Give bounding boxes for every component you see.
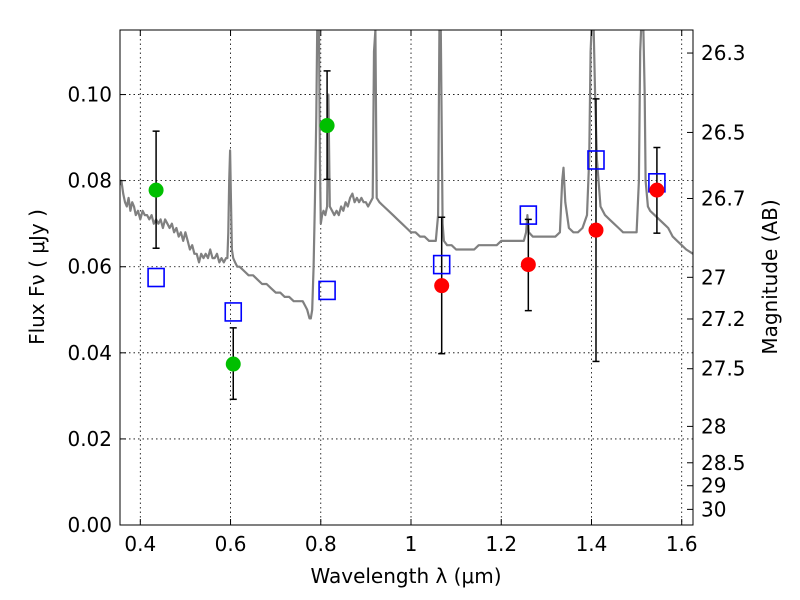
y-tick-label: 0.06 — [67, 255, 112, 279]
data-area — [120, 30, 693, 401]
x-tick-label: 1.4 — [576, 532, 608, 556]
y-right-tick-label: 29 — [701, 474, 726, 498]
photometry-point — [649, 182, 665, 198]
y-right-tick-label: 27 — [701, 265, 726, 289]
y-axis-title: Flux Fν ( μJy ) — [25, 209, 49, 345]
y-tick-label: 0.04 — [67, 341, 112, 365]
grid — [120, 30, 693, 526]
x-axis-title: Wavelength λ (μm) — [310, 564, 501, 588]
photometry-point — [319, 118, 335, 134]
y-tick-label: 0.10 — [67, 83, 112, 107]
x-tick-label: 1 — [405, 532, 418, 556]
model-square-marker — [147, 267, 165, 288]
y-tick-label: 0.08 — [67, 169, 112, 193]
y-right-tick-label: 28 — [701, 414, 726, 438]
y-tick-label: 0.02 — [67, 427, 112, 451]
model-square-marker — [318, 280, 336, 301]
template-spectrum-line — [120, 30, 693, 320]
y-right-tick-label: 27.2 — [701, 307, 746, 331]
x-tick-label: 0.6 — [215, 532, 247, 556]
model-square-marker — [432, 254, 451, 275]
y-tick-label: 0.00 — [67, 513, 112, 537]
model-square-marker — [224, 302, 243, 322]
y-right-tick-label: 26.7 — [701, 186, 746, 210]
photometry-point — [434, 278, 450, 294]
y-right-tick-label: 30 — [701, 497, 726, 521]
ticks — [120, 30, 693, 526]
x-tick-label: 1.6 — [666, 532, 698, 556]
photometry-point — [588, 222, 604, 238]
y-right-tick-label: 26.3 — [701, 41, 746, 65]
model-square-marker — [587, 150, 605, 170]
y-right-tick-label: 27.5 — [701, 357, 746, 381]
y-axis-right-title: Magnitude (AB) — [758, 199, 782, 354]
photometry-point — [225, 356, 241, 372]
x-tick-label: 0.8 — [305, 532, 337, 556]
photometry-point — [520, 257, 536, 273]
photometry-point — [148, 182, 164, 198]
y-right-tick-label: 26.5 — [701, 120, 746, 144]
y-right-tick-label: 28.5 — [701, 451, 746, 475]
model-square-marker — [519, 205, 538, 225]
x-tick-label: 0.4 — [124, 532, 156, 556]
x-tick-label: 1.2 — [485, 532, 517, 556]
tick-labels: 0.4 0.6 0.8 1 1.2 1.4 1.6 0.00 0.02 0.04 0.06 0.08 0… — [67, 41, 745, 556]
